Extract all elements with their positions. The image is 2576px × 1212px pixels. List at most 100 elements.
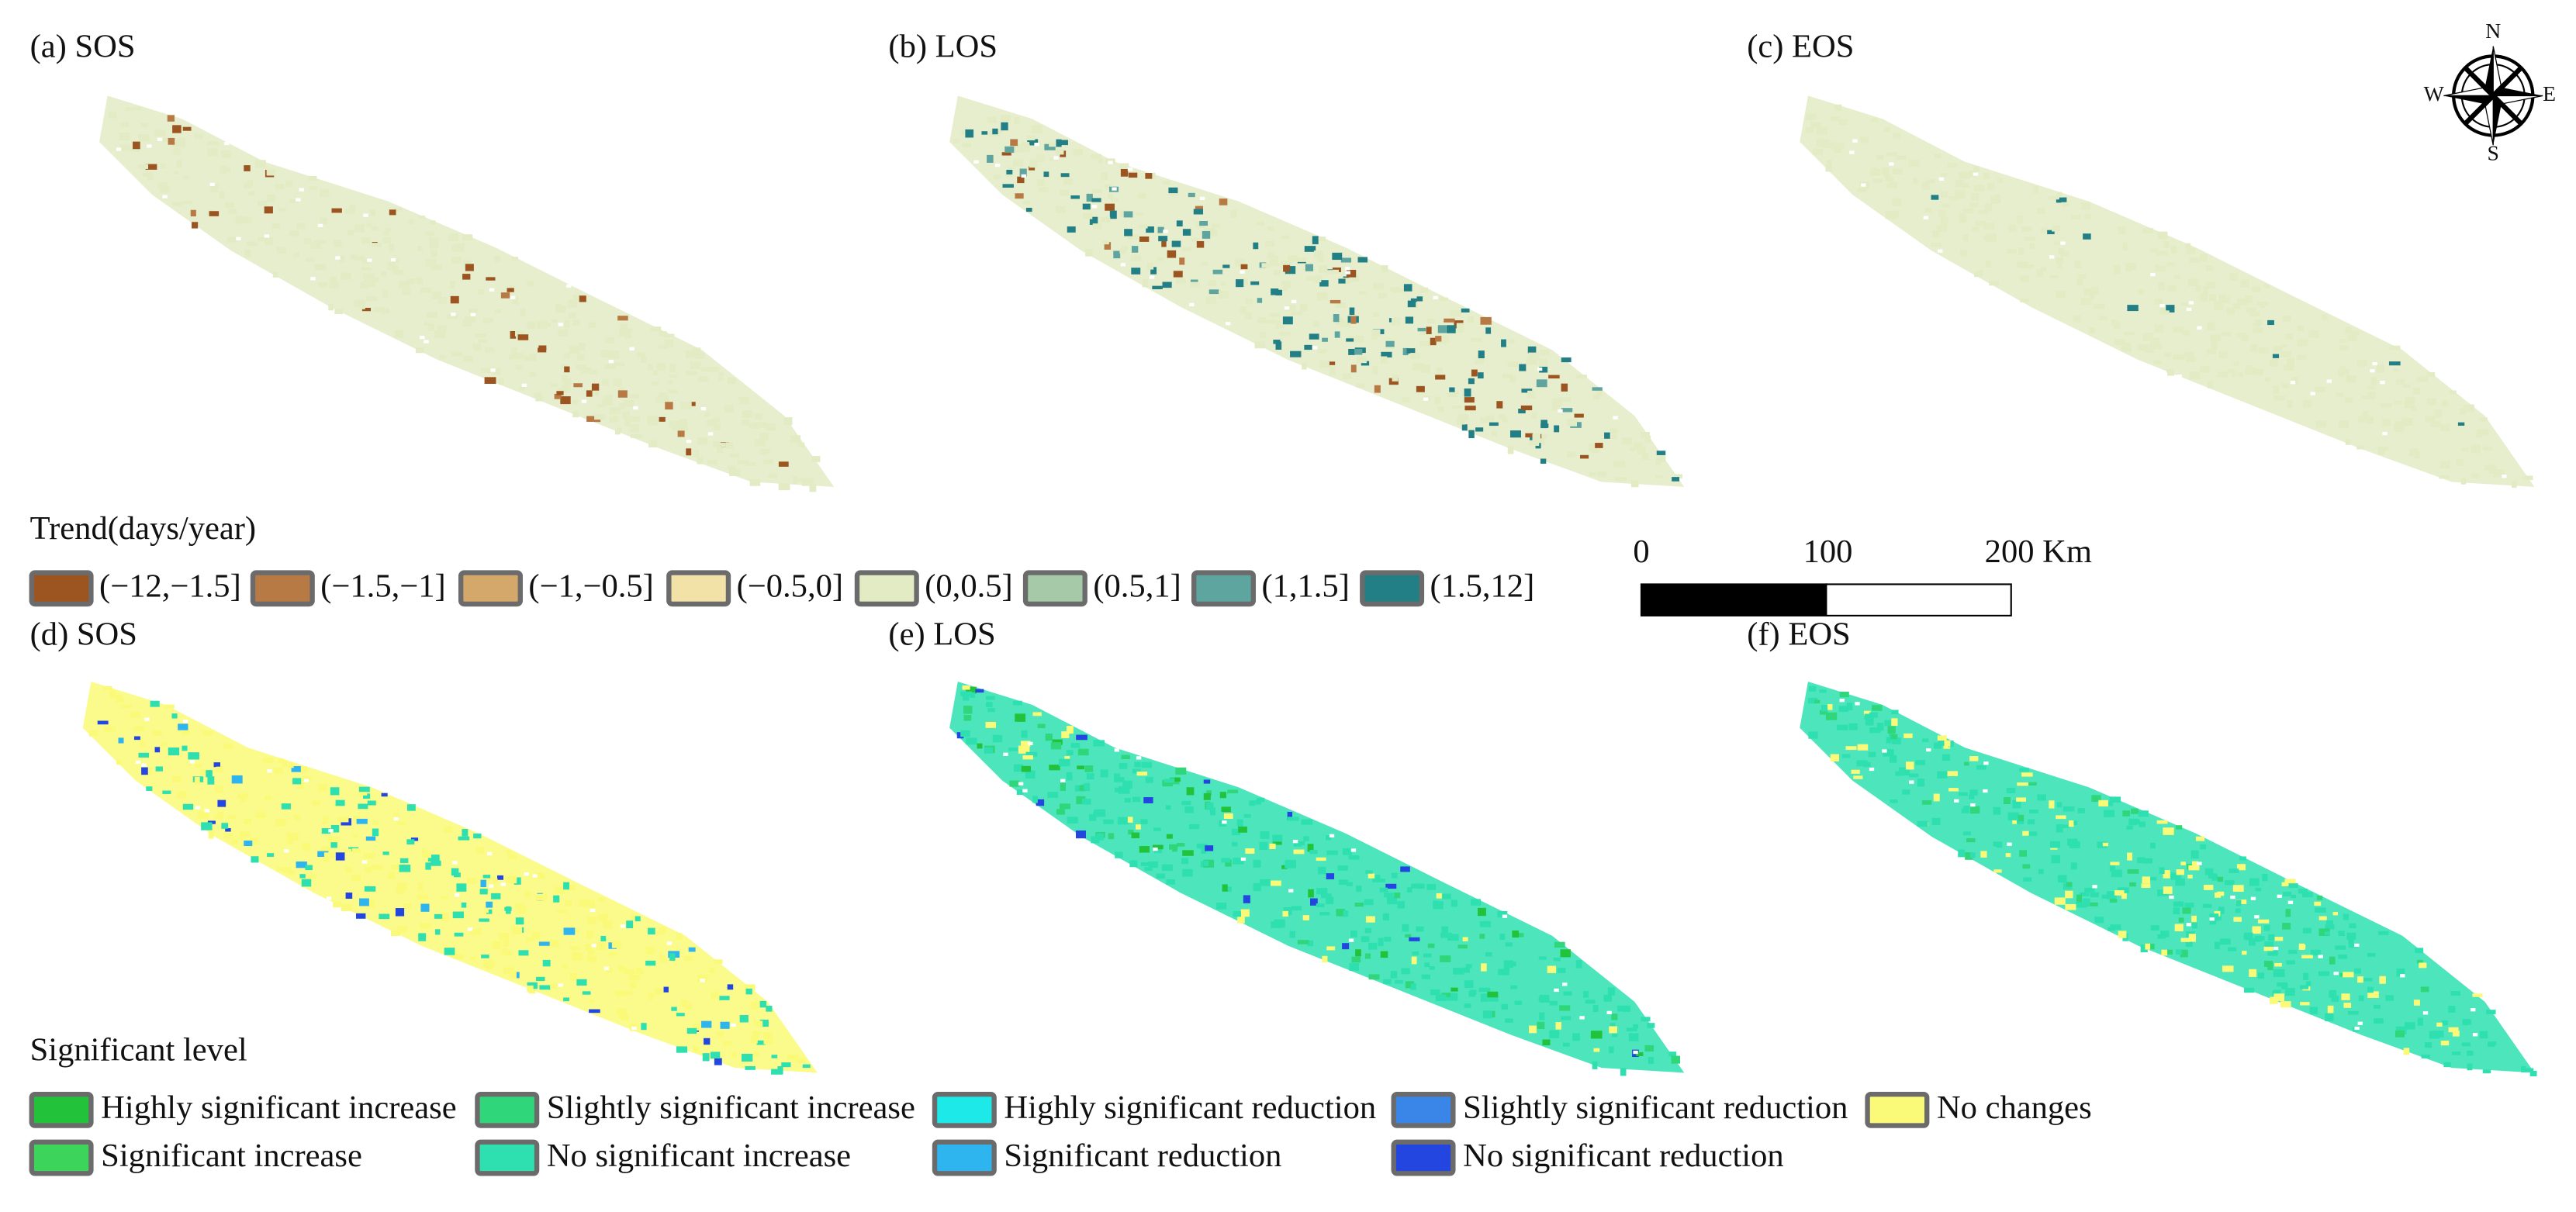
pixel [2263, 284, 2270, 288]
pixel [1109, 210, 1117, 219]
pixel [133, 736, 140, 741]
pixel [671, 1007, 677, 1011]
pixel [1012, 700, 1022, 706]
pixel [1236, 279, 1244, 288]
gap [1970, 803, 1976, 807]
legend-swatch [932, 1091, 997, 1128]
pixel [140, 123, 148, 127]
pixel [2346, 932, 2356, 940]
pixel [2529, 1070, 2537, 1077]
pixel [608, 350, 620, 359]
pixel [1241, 278, 1248, 286]
pixel [1505, 1018, 1513, 1023]
pixel [348, 204, 356, 210]
pixel [483, 959, 495, 968]
pixel [2097, 841, 2108, 848]
pixel [1478, 350, 1485, 359]
pixel [1134, 761, 1141, 768]
pixel [1282, 910, 1288, 917]
pixel [2036, 269, 2044, 277]
pixel [1856, 188, 1867, 192]
pixel [564, 366, 570, 373]
pixel [221, 150, 231, 158]
pixel [2394, 400, 2402, 405]
pixel [172, 125, 182, 133]
pixel [587, 949, 596, 955]
pixel [1206, 790, 1212, 796]
pixel [1908, 160, 1920, 167]
pixel [503, 938, 510, 947]
legend-label: No significant increase [547, 1138, 851, 1174]
pixel [1164, 779, 1175, 783]
pixel [1089, 813, 1097, 821]
gap [1926, 748, 1931, 752]
pixel [1969, 202, 1979, 208]
pixel [1820, 710, 1828, 715]
pixel [283, 867, 292, 873]
pixel [1416, 385, 1425, 392]
pixel [1478, 907, 1486, 917]
pixel [2343, 972, 2354, 978]
pixel [1434, 396, 1441, 405]
pixel [2344, 397, 2353, 403]
pixel [1471, 899, 1482, 906]
pixel [1143, 797, 1153, 803]
pixel [1826, 160, 1832, 167]
pixel [2007, 812, 2019, 820]
pixel [2024, 264, 2035, 269]
pixel [667, 380, 673, 385]
pixel [2058, 248, 2065, 254]
legend-label: Slightly significant reduction [1463, 1089, 1848, 1126]
pixel [388, 872, 396, 880]
gap [1537, 367, 1543, 371]
pixel [2017, 261, 2028, 268]
pixel [469, 309, 478, 313]
pixel [335, 799, 345, 806]
pixel [512, 296, 519, 305]
pixel [1948, 196, 1959, 201]
pixel [811, 456, 821, 463]
pixel [669, 953, 676, 961]
pixel [771, 1069, 783, 1075]
pixel [2200, 253, 2208, 262]
pixel [1405, 934, 1412, 937]
pixel [1117, 817, 1129, 825]
pixel [407, 278, 416, 285]
gap [2370, 369, 2375, 373]
pixel [2028, 809, 2038, 813]
pixel [2301, 892, 2313, 897]
pixel [1250, 281, 1260, 285]
pixel [609, 416, 616, 423]
pixel [1342, 373, 1352, 379]
pixel [797, 478, 807, 482]
pixel [2297, 339, 2308, 347]
pixel [382, 851, 389, 855]
pixel [352, 834, 358, 838]
gap [393, 817, 399, 821]
pixel [2338, 931, 2345, 937]
pixel [963, 715, 972, 721]
pixel [745, 1065, 756, 1070]
gap [367, 258, 372, 262]
pixel [2175, 949, 2182, 955]
pixel [966, 686, 977, 694]
pixel [2284, 879, 2296, 886]
pixel [1076, 796, 1086, 805]
pixel [1379, 887, 1388, 893]
pixel [328, 303, 334, 311]
gap [2188, 301, 2194, 305]
pixel [1374, 385, 1381, 393]
pixel [1153, 827, 1161, 831]
pixel [1863, 710, 1871, 716]
pixel [960, 730, 970, 737]
gap [2197, 862, 2202, 865]
pixel [2057, 875, 2067, 883]
pixel [2258, 347, 2269, 354]
pixel [249, 837, 259, 844]
pixel [182, 175, 189, 180]
pixel [1166, 879, 1175, 885]
pixel [2335, 945, 2346, 950]
gap [490, 368, 496, 372]
pixel [2175, 825, 2183, 830]
pixel [698, 376, 708, 382]
